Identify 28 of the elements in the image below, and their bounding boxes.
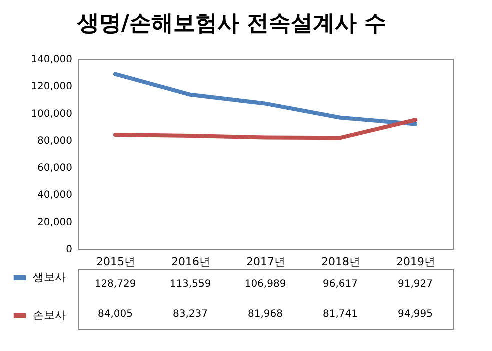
data-label: 113,559 xyxy=(170,279,212,290)
y-tick-label: 140,000 xyxy=(31,54,72,66)
data-label: 83,237 xyxy=(173,309,208,320)
y-tick-label: 100,000 xyxy=(31,108,72,120)
chart-title: 생명/손해보험사 전속설계사 수 xyxy=(76,12,387,36)
line-series xyxy=(114,118,418,140)
data-label: 81,968 xyxy=(248,309,283,320)
x-tick-label: 2019년 xyxy=(396,256,436,268)
y-tick-label: 60,000 xyxy=(38,163,72,174)
x-tick-label: 2015년 xyxy=(96,256,136,268)
line-series xyxy=(114,72,418,126)
data-label: 96,617 xyxy=(323,279,358,290)
y-tick-label: 20,000 xyxy=(38,217,72,228)
y-tick-label: 40,000 xyxy=(38,190,72,202)
y-tick-label: 80,000 xyxy=(38,136,72,147)
data-label: 84,005 xyxy=(98,309,133,320)
y-tick-label: 0 xyxy=(66,244,72,256)
data-label: 94,995 xyxy=(398,309,433,320)
x-tick-label: 2018년 xyxy=(322,256,360,268)
y-tick-label: 120,000 xyxy=(31,82,72,93)
data-label: 106,989 xyxy=(244,279,286,290)
legend-label: 생보사 xyxy=(33,271,66,284)
x-tick-label: 2016년 xyxy=(172,256,210,268)
legend-label: 손보사 xyxy=(33,309,66,322)
data-label: 128,729 xyxy=(94,279,136,290)
data-label: 91,927 xyxy=(398,279,433,290)
data-label: 81,741 xyxy=(323,309,358,320)
x-tick-label: 2017년 xyxy=(246,256,286,268)
